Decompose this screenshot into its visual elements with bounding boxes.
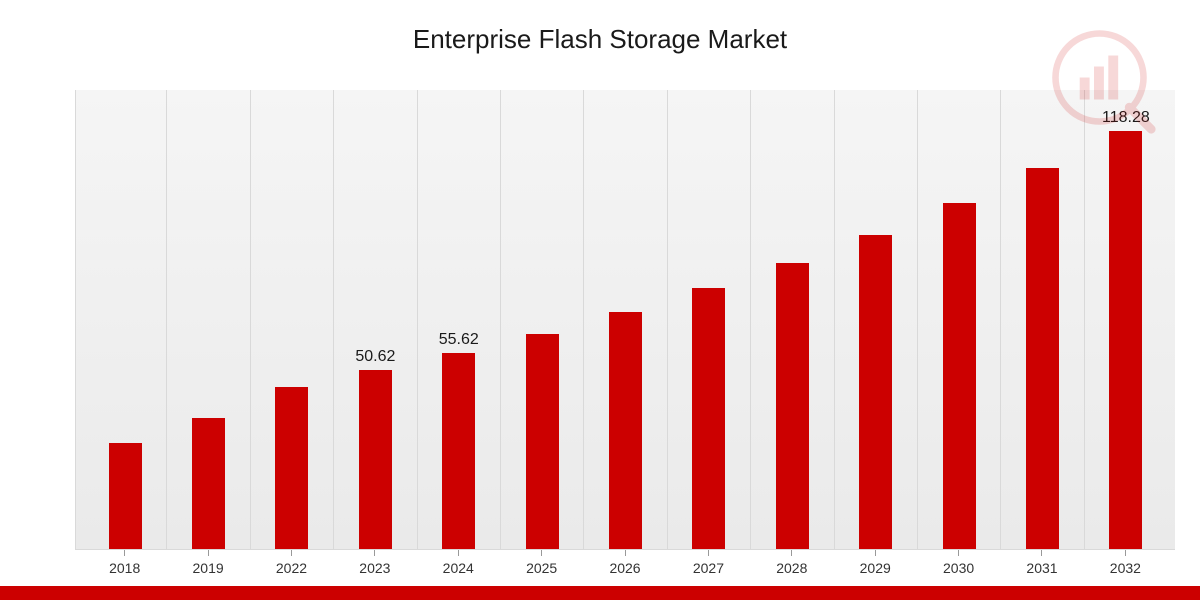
footer-stripe: [0, 586, 1200, 600]
bar-slot: 118.28: [1085, 90, 1167, 549]
bar-slot: [1001, 90, 1084, 549]
bar: [1026, 168, 1059, 549]
bar-slot: [751, 90, 834, 549]
bars-container: 50.62 55.62 118.28: [76, 90, 1175, 549]
bar-slot: 55.62: [418, 90, 501, 549]
x-tick-label: 2029: [860, 560, 891, 576]
bar: [275, 387, 308, 549]
x-tick-label: 2022: [276, 560, 307, 576]
bar-slot: [167, 90, 250, 549]
bar-slot: [84, 90, 167, 549]
bar-slot: [835, 90, 918, 549]
bar-value-label: 50.62: [355, 348, 395, 366]
x-tick-label: 2023: [359, 560, 390, 576]
x-tick-label: 2026: [609, 560, 640, 576]
x-tick-label: 2031: [1026, 560, 1057, 576]
x-tick-label: 2019: [193, 560, 224, 576]
x-tick-label: 2024: [443, 560, 474, 576]
bar-slot: [668, 90, 751, 549]
bar-slot: [918, 90, 1001, 549]
bar: [943, 203, 976, 549]
chart-wrapper: Enterprise Flash Storage Market Market V…: [0, 0, 1200, 600]
x-tick-label: 2028: [776, 560, 807, 576]
bar-slot: [501, 90, 584, 549]
bar: [776, 263, 809, 549]
x-tick-label: 2018: [109, 560, 140, 576]
bar: [692, 288, 725, 549]
chart-title: Enterprise Flash Storage Market: [0, 24, 1200, 55]
x-tick-label: 2032: [1110, 560, 1141, 576]
x-tick-label: 2027: [693, 560, 724, 576]
bar: [526, 334, 559, 549]
bar: 50.62: [359, 370, 392, 549]
bar: [109, 443, 142, 549]
bar: [609, 312, 642, 549]
bar: 118.28: [1109, 131, 1142, 549]
bar: [859, 235, 892, 549]
x-tick-label: 2025: [526, 560, 557, 576]
bar-value-label: 55.62: [439, 331, 479, 349]
bar: [192, 418, 225, 549]
bar-slot: [251, 90, 334, 549]
bar-slot: 50.62: [334, 90, 417, 549]
plot-area: 50.62 55.62 118.28: [75, 90, 1175, 550]
bar-slot: [584, 90, 667, 549]
x-tick-label: 2030: [943, 560, 974, 576]
bar: 55.62: [442, 353, 475, 549]
